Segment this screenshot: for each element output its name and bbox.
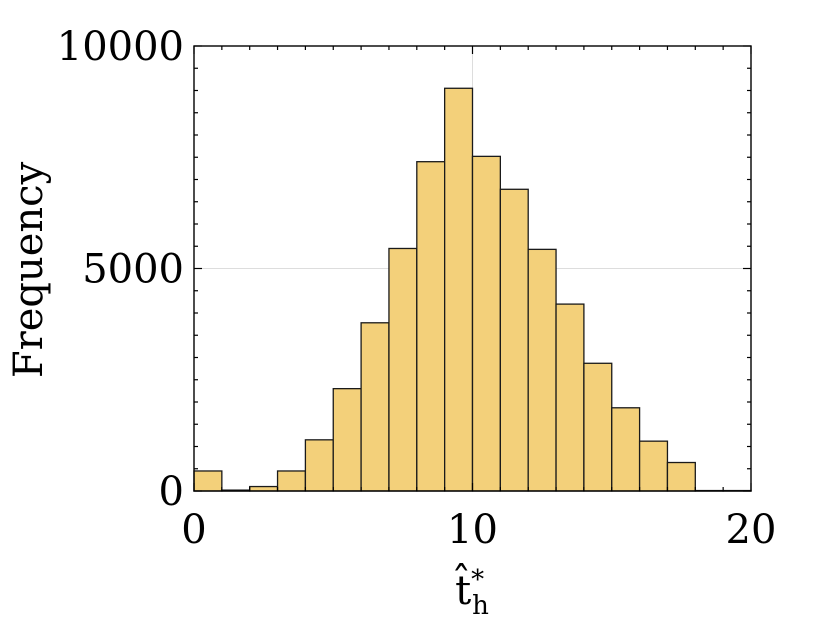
- histogram-bar-14: [583, 362, 613, 492]
- y-axis-title: Frequency: [6, 161, 52, 378]
- histogram-bar-7: [388, 247, 418, 492]
- histogram-bar-17: [666, 461, 696, 492]
- histogram-bar-15: [611, 407, 641, 492]
- x-axis-title-sup: *: [471, 565, 484, 595]
- x-tick-label: 20: [726, 507, 777, 553]
- histogram-bar-12: [527, 248, 557, 492]
- histogram-bar-16: [638, 440, 669, 492]
- y-tick-label: 0: [159, 469, 184, 515]
- histogram-bar-13: [555, 303, 585, 492]
- histogram-bar-4: [304, 439, 334, 492]
- histogram-bar-8: [416, 161, 446, 492]
- histogram-bars: [193, 87, 752, 492]
- x-axis-title-base: t̂: [454, 564, 471, 614]
- histogram-bar-3: [276, 470, 307, 492]
- x-axis-title-sub: h: [472, 591, 489, 621]
- x-tick-label: 10: [447, 507, 498, 553]
- histogram-bar-10: [471, 155, 502, 492]
- plot-frame: [193, 45, 752, 492]
- tick-labels: 0 10 20 0 5000 10000: [57, 24, 777, 553]
- y-tick-label: 5000: [82, 247, 184, 293]
- histogram-bar-6: [360, 322, 390, 492]
- y-tick-label: 10000: [57, 24, 184, 70]
- x-axis-title: t̂* h: [454, 564, 489, 621]
- histogram-bar-5: [332, 387, 362, 492]
- histogram-bar-9: [443, 87, 474, 492]
- x-tick-label: 0: [181, 507, 206, 553]
- histogram-bar-11: [499, 188, 529, 492]
- histogram-bar-0: [193, 470, 223, 492]
